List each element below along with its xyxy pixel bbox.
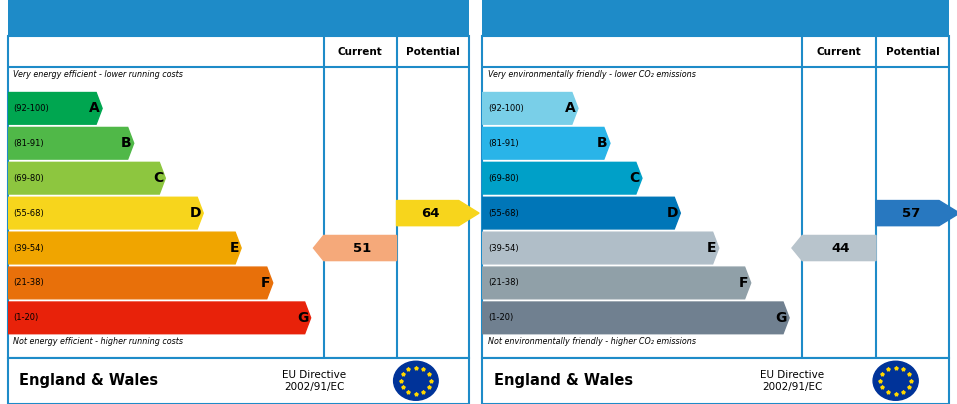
Text: A: A (89, 101, 100, 116)
Text: (81-91): (81-91) (488, 139, 519, 148)
Text: F: F (261, 276, 271, 290)
Text: E: E (230, 241, 239, 255)
Text: (92-100): (92-100) (13, 104, 49, 113)
Text: (1-20): (1-20) (13, 314, 38, 322)
Text: Current: Current (816, 46, 861, 57)
Circle shape (393, 361, 438, 400)
Polygon shape (8, 162, 166, 194)
Text: EU Directive
2002/91/EC: EU Directive 2002/91/EC (282, 370, 346, 391)
Text: (69-80): (69-80) (488, 174, 519, 183)
Polygon shape (8, 232, 241, 264)
Text: C: C (630, 171, 639, 185)
Text: (55-68): (55-68) (13, 208, 44, 218)
Polygon shape (482, 162, 642, 194)
Polygon shape (8, 93, 102, 124)
Polygon shape (482, 302, 790, 334)
Text: G: G (297, 311, 308, 325)
Text: Potential: Potential (406, 46, 459, 57)
Text: D: D (666, 206, 678, 220)
Text: Energy Efficiency Rating: Energy Efficiency Rating (16, 11, 208, 25)
Polygon shape (314, 236, 396, 261)
Text: B: B (121, 136, 131, 150)
Text: Not environmentally friendly - higher CO₂ emissions: Not environmentally friendly - higher CO… (488, 337, 696, 346)
Text: Current: Current (338, 46, 383, 57)
Polygon shape (482, 267, 750, 299)
Text: (21-38): (21-38) (488, 278, 519, 287)
Polygon shape (482, 93, 578, 124)
Text: England & Wales: England & Wales (494, 373, 634, 388)
Circle shape (873, 361, 918, 400)
Text: (1-20): (1-20) (488, 314, 513, 322)
Text: 51: 51 (353, 242, 371, 255)
Text: Very energy efficient - lower running costs: Very energy efficient - lower running co… (13, 70, 183, 79)
Bar (8, 358, 469, 404)
Text: G: G (775, 311, 787, 325)
Text: (69-80): (69-80) (13, 174, 44, 183)
Text: 57: 57 (901, 206, 920, 220)
Polygon shape (792, 236, 876, 261)
Polygon shape (876, 200, 957, 226)
Polygon shape (482, 197, 680, 229)
Text: E: E (707, 241, 717, 255)
Text: F: F (739, 276, 748, 290)
Polygon shape (8, 267, 273, 299)
Text: England & Wales: England & Wales (19, 373, 158, 388)
Text: C: C (153, 171, 163, 185)
Polygon shape (8, 197, 203, 229)
Text: 44: 44 (832, 242, 851, 255)
Text: EU Directive
2002/91/EC: EU Directive 2002/91/EC (760, 370, 824, 391)
Bar (8, 0, 469, 36)
Text: A: A (565, 101, 576, 116)
Text: (39-54): (39-54) (13, 244, 44, 252)
Polygon shape (396, 200, 479, 226)
Bar (482, 0, 949, 36)
Polygon shape (8, 302, 311, 334)
Bar (482, 36, 949, 358)
Text: B: B (597, 136, 608, 150)
Text: Environmental (CO₂) Impact Rating: Environmental (CO₂) Impact Rating (491, 11, 765, 25)
Text: 64: 64 (421, 206, 440, 220)
Text: (21-38): (21-38) (13, 278, 44, 287)
Text: Potential: Potential (886, 46, 940, 57)
Polygon shape (8, 127, 134, 159)
Polygon shape (482, 232, 719, 264)
Text: Not energy efficient - higher running costs: Not energy efficient - higher running co… (13, 337, 183, 346)
Text: Very environmentally friendly - lower CO₂ emissions: Very environmentally friendly - lower CO… (488, 70, 696, 79)
Bar (482, 358, 949, 404)
Text: (55-68): (55-68) (488, 208, 519, 218)
Text: D: D (189, 206, 201, 220)
Polygon shape (482, 127, 610, 159)
Text: (92-100): (92-100) (488, 104, 523, 113)
Text: (39-54): (39-54) (488, 244, 519, 252)
Bar (8, 36, 469, 358)
Text: (81-91): (81-91) (13, 139, 44, 148)
